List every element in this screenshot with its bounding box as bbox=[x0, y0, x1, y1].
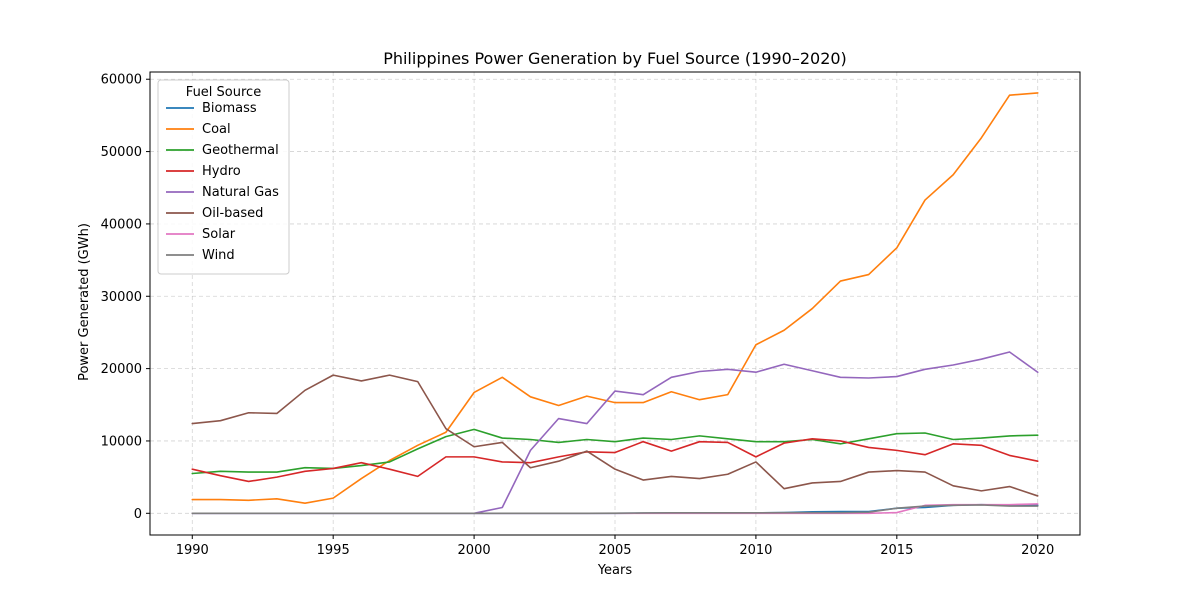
x-tick-label: 2010 bbox=[739, 543, 772, 558]
y-tick-label: 50000 bbox=[101, 145, 142, 160]
legend-entry-biomass: Biomass bbox=[202, 101, 257, 116]
y-tick-label: 60000 bbox=[101, 73, 142, 88]
series-lines bbox=[191, 92, 1039, 515]
legend-entry-coal: Coal bbox=[202, 122, 231, 137]
chart-title: Philippines Power Generation by Fuel Sou… bbox=[383, 49, 847, 68]
series-line-natural-gas bbox=[473, 351, 1039, 515]
x-axis-label: Years bbox=[597, 563, 633, 578]
x-tick-label: 2005 bbox=[598, 543, 631, 558]
y-axis-label: Power Generated (GWh) bbox=[77, 223, 92, 381]
y-tick-label: 0 bbox=[134, 507, 142, 522]
legend-entry-hydro: Hydro bbox=[202, 164, 241, 179]
y-axis-ticks: 0 10000 20000 30000 40000 50000 60000 bbox=[101, 73, 150, 522]
x-tick-label: 1995 bbox=[317, 543, 350, 558]
x-tick-label: 2000 bbox=[458, 543, 491, 558]
x-axis-ticks: 1990 1995 2000 2005 2010 2015 2020 bbox=[176, 535, 1054, 558]
y-tick-label: 20000 bbox=[101, 362, 142, 377]
series-line-oil-based bbox=[191, 374, 1039, 497]
x-tick-label: 2020 bbox=[1021, 543, 1054, 558]
legend-entry-natural-gas: Natural Gas bbox=[202, 185, 279, 200]
legend-entry-oil-based: Oil-based bbox=[202, 206, 263, 221]
series-line-wind bbox=[191, 504, 1039, 515]
y-tick-label: 30000 bbox=[101, 290, 142, 305]
y-tick-label: 10000 bbox=[101, 434, 142, 449]
x-tick-label: 2015 bbox=[880, 543, 913, 558]
y-tick-label: 40000 bbox=[101, 217, 142, 232]
series-line-hydro bbox=[191, 437, 1039, 483]
legend-title: Fuel Source bbox=[186, 85, 261, 100]
series-line-coal bbox=[191, 92, 1039, 504]
x-tick-label: 1990 bbox=[176, 543, 209, 558]
legend-entry-wind: Wind bbox=[202, 248, 235, 263]
legend-entry-solar: Solar bbox=[202, 227, 236, 242]
legend-entry-geothermal: Geothermal bbox=[202, 143, 279, 158]
